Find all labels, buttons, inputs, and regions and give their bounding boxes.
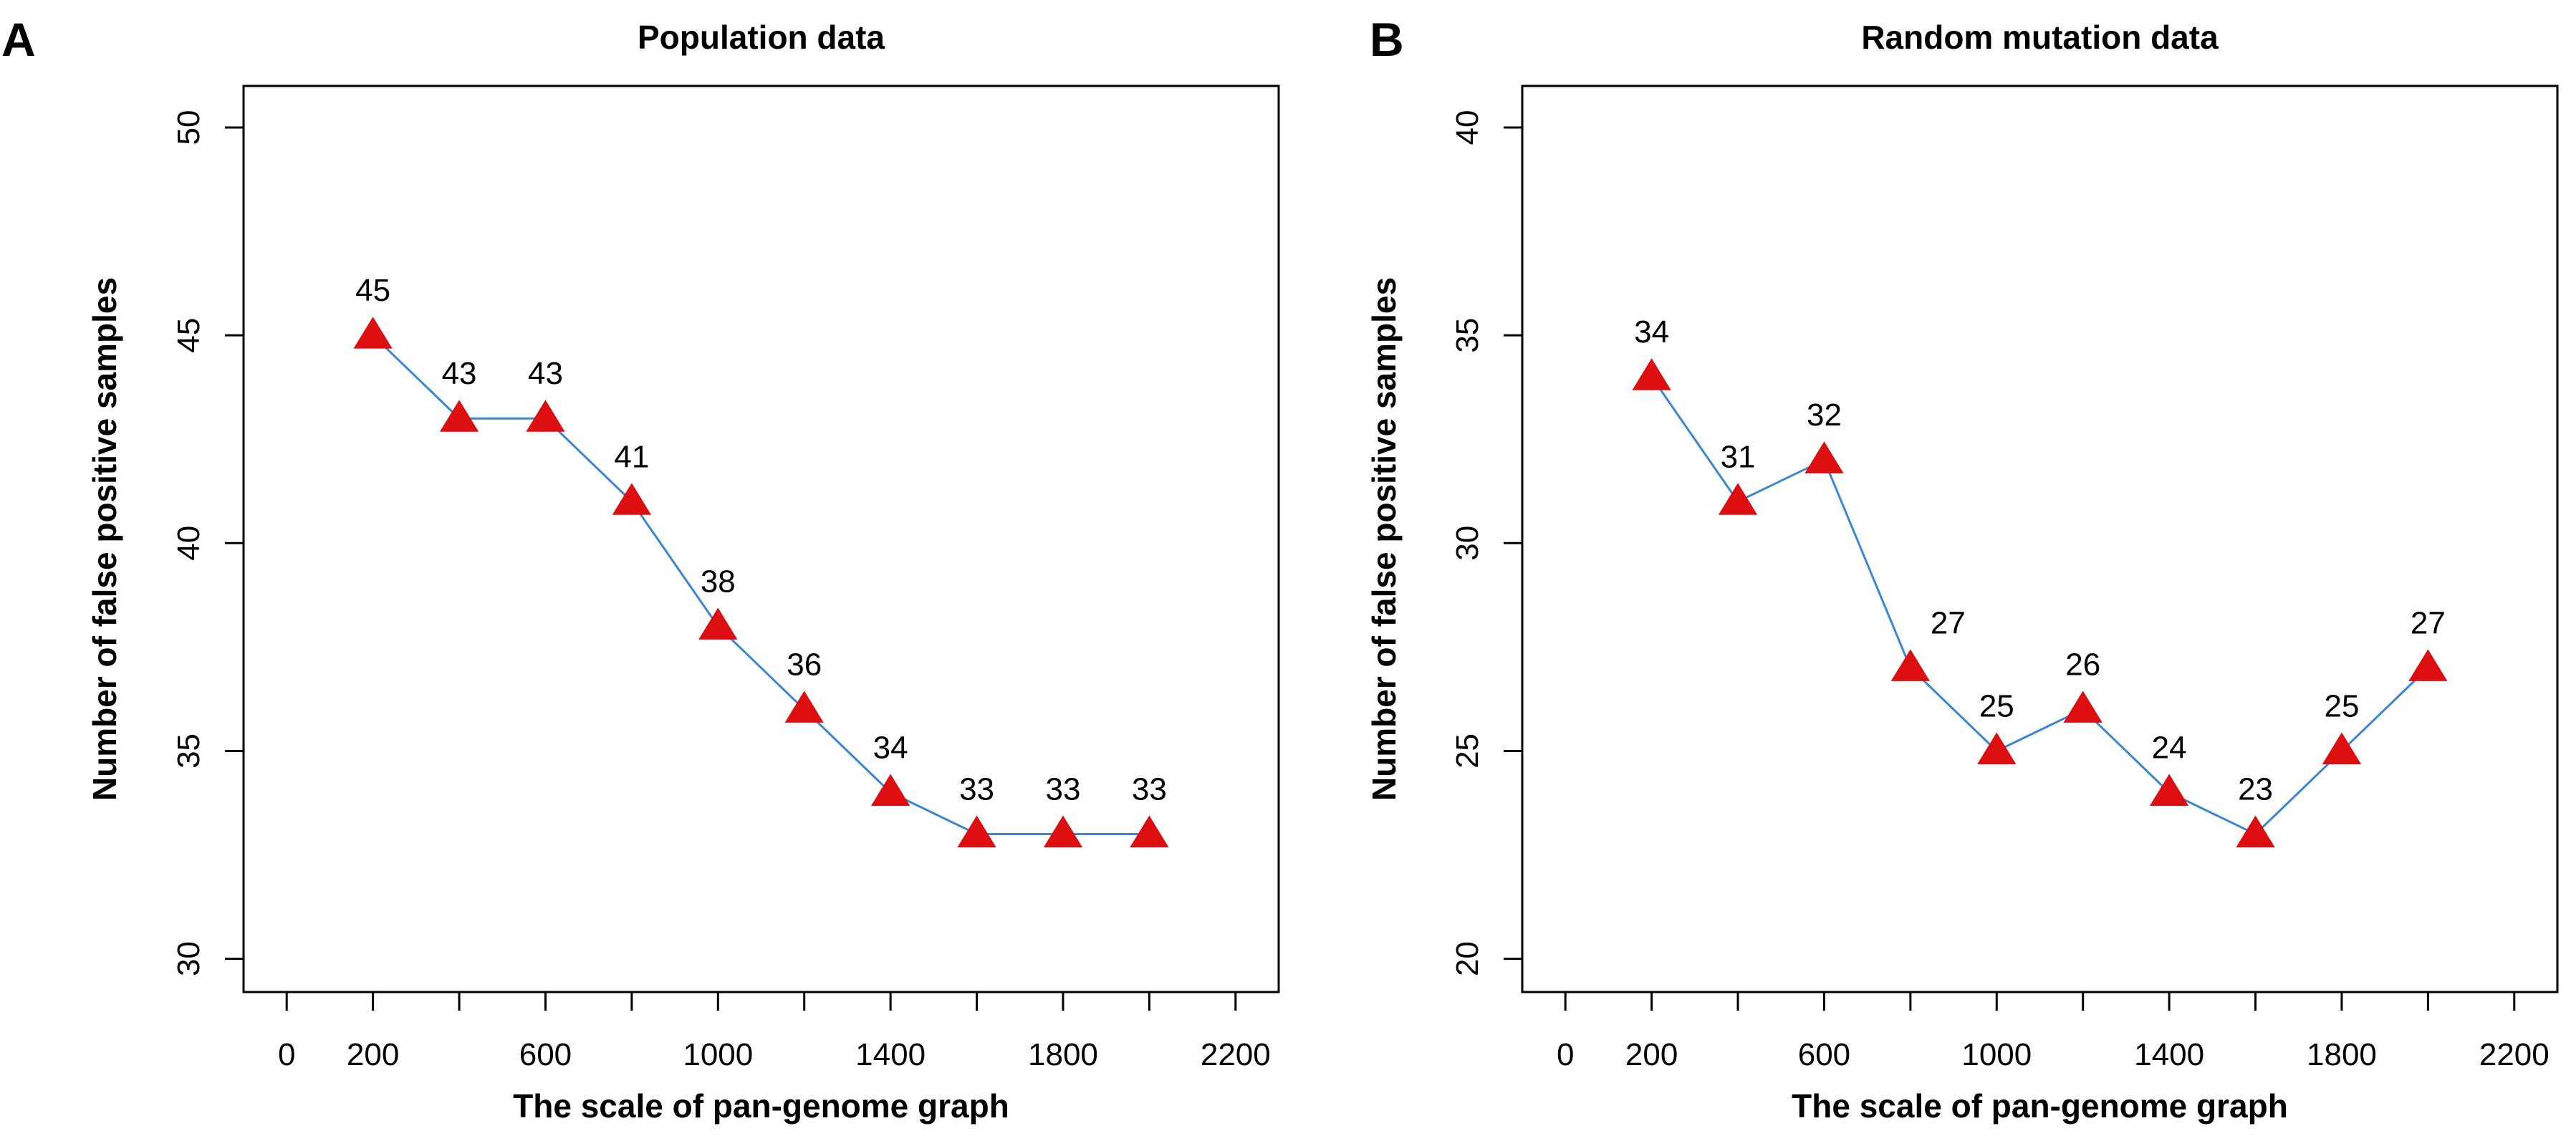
data-label: 32: [1807, 398, 1842, 433]
x-tick-label: 1000: [1961, 1037, 2032, 1072]
data-point-marker: [1890, 649, 1931, 681]
data-point-marker: [1977, 732, 2017, 764]
data-label: 34: [1634, 314, 1669, 350]
data-label: 43: [442, 356, 477, 391]
data-label: 27: [2411, 605, 2446, 640]
y-tick-label: 30: [1450, 526, 1485, 561]
data-point-marker: [353, 317, 393, 349]
x-tick-label: 1000: [683, 1037, 753, 1072]
data-label: 41: [614, 439, 649, 474]
panel-b: B Random mutation data 0 200 600 1000 1400 1800…: [1365, 13, 2559, 1125]
data-label: 38: [701, 564, 736, 599]
data-point-marker: [1804, 441, 1844, 473]
data-point-marker: [439, 400, 479, 432]
data-point-marker: [957, 815, 996, 847]
data-label: 25: [1979, 688, 2014, 723]
x-tick-label: 0: [278, 1037, 295, 1072]
x-axis-label: The scale of pan-genome graph: [513, 1087, 1009, 1125]
data-point-marker: [2408, 649, 2448, 681]
data-point-marker: [870, 774, 910, 806]
y-tick-label: 35: [171, 733, 206, 769]
data-point-marker: [2149, 774, 2189, 806]
data-label: 43: [528, 356, 563, 391]
data-point-marker: [526, 400, 565, 432]
data-point-marker: [1632, 358, 1671, 390]
series-line: [1650, 376, 2429, 836]
data-point-marker: [2322, 732, 2362, 764]
data-point-marker: [1130, 815, 1169, 847]
y-tick-label: 45: [171, 318, 206, 353]
x-axis-label: The scale of pan-genome graph: [1792, 1087, 2288, 1125]
y-axis-label: Number of false positive samples: [1365, 277, 1403, 801]
data-label: 23: [2238, 771, 2273, 807]
y-tick-label: 25: [1450, 733, 1485, 769]
data-label: 45: [355, 273, 390, 308]
x-tick-label: 2200: [2479, 1037, 2549, 1072]
series-line: [372, 334, 1150, 835]
data-label: 33: [1132, 771, 1167, 807]
y-tick-label: 35: [1450, 318, 1485, 353]
x-tick-label: 2200: [1201, 1037, 1271, 1072]
data-point-marker: [1718, 483, 1758, 515]
x-tick-label: 1800: [1028, 1037, 1098, 1072]
panel-label: B: [1370, 13, 1404, 66]
y-tick-label: 40: [171, 526, 206, 561]
y-tick-label: 30: [171, 941, 206, 976]
x-tick-label: 200: [347, 1037, 399, 1072]
data-label: 26: [2065, 647, 2100, 682]
y-tick-label: 20: [1450, 941, 1485, 976]
data-label: 34: [873, 730, 908, 765]
panel-a: A Population data 0 200 600 1000 1400 1800 2200 T…: [1, 13, 1280, 1125]
y-tick-label: 40: [1450, 110, 1485, 145]
chart-title: Population data: [638, 19, 885, 56]
data-point-marker: [698, 607, 738, 640]
data-label: 27: [1931, 605, 1966, 640]
plot-frame: [1521, 85, 2559, 993]
x-tick-label: 1400: [855, 1037, 926, 1072]
chart-title: Random mutation data: [1861, 19, 2219, 56]
data-label: 33: [959, 771, 994, 807]
x-tick-label: 0: [1557, 1037, 1574, 1072]
data-point-marker: [2236, 815, 2275, 847]
y-tick-label: 50: [171, 110, 206, 145]
plot-frame: [242, 85, 1280, 993]
data-point-marker: [784, 690, 824, 723]
data-label: 33: [1045, 771, 1080, 807]
panel-label: A: [1, 13, 36, 66]
x-tick-label: 1400: [2134, 1037, 2204, 1072]
data-label: 24: [2152, 730, 2187, 765]
data-point-marker: [612, 483, 652, 515]
y-axis-label: Number of false positive samples: [86, 277, 123, 801]
x-tick-label: 600: [519, 1037, 572, 1072]
x-tick-label: 1800: [2307, 1037, 2377, 1072]
data-point-marker: [2063, 690, 2102, 723]
x-tick-label: 600: [1798, 1037, 1850, 1072]
data-label: 25: [2324, 688, 2359, 723]
data-point-marker: [1043, 815, 1083, 847]
data-label: 36: [787, 647, 822, 682]
data-label: 31: [1721, 439, 1756, 474]
x-tick-label: 200: [1625, 1037, 1678, 1072]
